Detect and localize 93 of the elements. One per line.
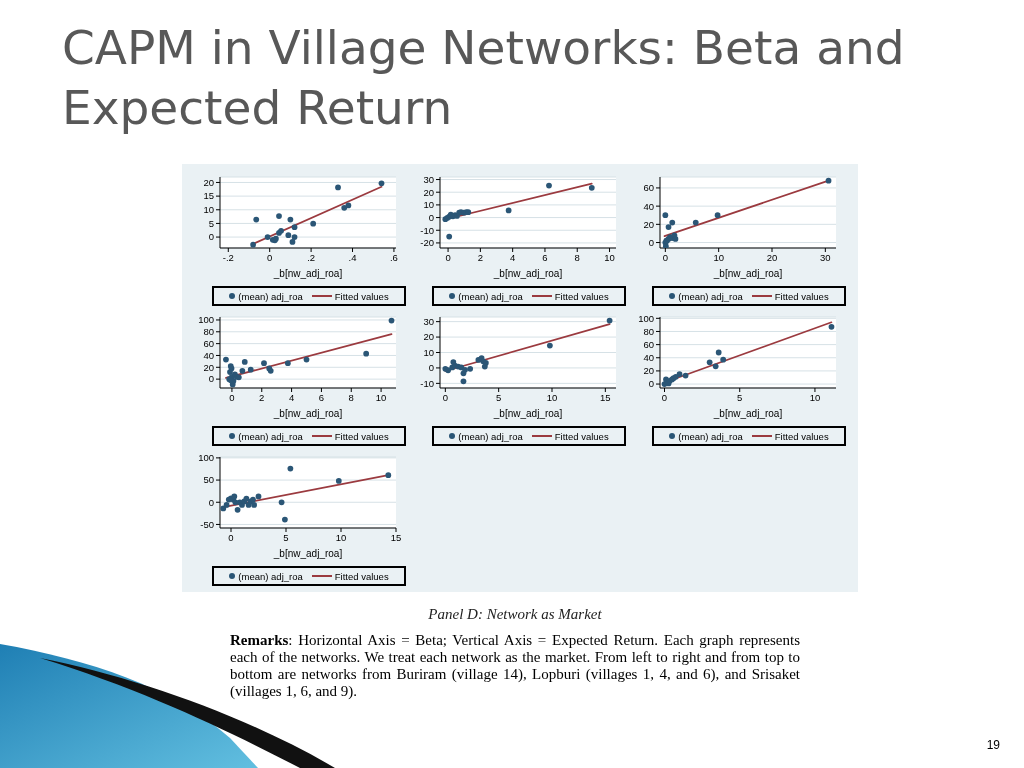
x-tick-label: 8 — [348, 391, 354, 403]
y-tick-label: -20 — [420, 237, 434, 249]
x-axis-title: _b[nw_adj_roa] — [272, 548, 343, 559]
x-tick-label: 10 — [809, 391, 821, 403]
x-tick-label: 10 — [546, 391, 558, 403]
x-axis-title: _b[nw_adj_roa] — [492, 268, 563, 279]
legend-label: Fitted values — [554, 430, 609, 442]
x-axis-title: _b[nw_adj_roa] — [492, 408, 563, 419]
y-tick-label: -50 — [200, 518, 214, 530]
y-tick-label: 20 — [203, 361, 214, 373]
y-tick-label: 15 — [203, 190, 214, 202]
legend-label: Fitted values — [334, 570, 389, 582]
x-axis-title: _b[nw_adj_roa] — [272, 408, 343, 419]
y-tick-label: 60 — [643, 338, 654, 350]
legend-label: (mean) adj_roa — [458, 290, 523, 302]
legend-label: Fitted values — [554, 290, 609, 302]
y-tick-label: 30 — [423, 173, 434, 185]
text: Remarks: Horizontal Axis = Beta; Vertical Axis = Expected Return. Each graph represents each of the networks. We treat each network as the market. From left to right and from top to bottom are networks from Buriram (village 14), Lopburi (villages 1, 4, and 6), and Srisaket (villages 1, 6, and 9). — [230, 632, 800, 700]
y-tick-label: 0 — [648, 236, 654, 248]
x-tick-label: 20 — [766, 251, 778, 263]
y-tick-label: 100 — [198, 452, 214, 464]
y-tick-label: 30 — [423, 316, 434, 327]
y-tick-label: 20 — [643, 365, 654, 377]
x-axis-title: _b[nw_adj_roa] — [272, 268, 343, 279]
x-tick-label: .4 — [348, 251, 357, 263]
x-tick-label: 30 — [820, 251, 831, 263]
x-tick-label: 0 — [442, 391, 448, 403]
y-tick-label: 10 — [203, 204, 214, 216]
text: Panel D: Network as Market — [427, 606, 603, 623]
y-tick-label: 0 — [208, 231, 214, 243]
x-tick-label: 15 — [600, 391, 611, 403]
x-tick-label: 15 — [390, 531, 402, 543]
text: 19 — [985, 738, 1000, 752]
y-tick-label: 0 — [428, 362, 434, 374]
x-tick-label: 8 — [574, 251, 580, 263]
legend-label: (mean) adj_roa — [678, 290, 743, 302]
y-tick-label: 100 — [638, 312, 654, 324]
x-tick-label: 0 — [445, 251, 451, 263]
legend-label: (mean) adj_roa — [678, 430, 743, 442]
y-tick-label: 80 — [203, 326, 214, 338]
legend-label: Fitted values — [774, 290, 829, 302]
legend-label: (mean) adj_roa — [458, 430, 523, 442]
legend-label: (mean) adj_roa — [238, 570, 303, 582]
x-tick-label: 5 — [737, 391, 743, 403]
x-tick-label: 4 — [510, 251, 516, 263]
y-tick-label: 10 — [423, 199, 434, 211]
x-tick-label: 0 — [228, 531, 234, 543]
x-tick-label: 10 — [713, 251, 724, 263]
legend-label: Fitted values — [334, 290, 389, 302]
y-tick-label: -10 — [420, 377, 434, 389]
y-tick-label: 50 — [203, 474, 214, 486]
y-tick-label: 20 — [203, 176, 214, 188]
y-tick-label: 0 — [428, 211, 434, 223]
y-tick-label: 40 — [643, 352, 654, 364]
x-tick-label: -.2 — [222, 251, 234, 263]
x-tick-label: 6 — [318, 391, 325, 403]
x-tick-label: 2 — [477, 251, 484, 263]
legend-label: Fitted values — [334, 430, 389, 442]
x-tick-label: 10 — [375, 391, 387, 403]
y-tick-label: 0 — [208, 373, 214, 385]
legend-label: (mean) adj_roa — [238, 290, 303, 302]
y-tick-label: 80 — [643, 325, 654, 337]
x-tick-label: 0 — [229, 391, 235, 403]
y-tick-label: 60 — [643, 182, 654, 194]
y-tick-label: 40 — [203, 349, 214, 361]
x-tick-label: 0 — [267, 251, 273, 263]
y-tick-label: 10 — [423, 346, 434, 358]
x-tick-label: 0 — [662, 251, 668, 263]
y-tick-label: 20 — [643, 218, 654, 230]
y-tick-label: 0 — [208, 496, 214, 508]
x-tick-label: 5 — [496, 391, 502, 403]
legend-label: (mean) adj_roa — [238, 430, 303, 442]
y-tick-label: 40 — [643, 200, 654, 212]
y-tick-label: 60 — [203, 338, 214, 349]
x-tick-label: 2 — [259, 391, 265, 403]
x-axis-title: _b[nw_adj_roa] — [712, 408, 783, 419]
y-tick-label: 0 — [648, 378, 654, 390]
x-tick-label: 0 — [661, 391, 668, 403]
y-tick-label: 20 — [423, 186, 434, 198]
legend-label: Fitted values — [774, 430, 829, 442]
x-tick-label: 4 — [288, 391, 295, 403]
x-axis-title: _b[nw_adj_roa] — [712, 268, 783, 279]
x-tick-label: 10 — [335, 531, 347, 543]
x-tick-label: 5 — [283, 531, 289, 543]
x-tick-label: 6 — [542, 251, 548, 263]
x-tick-label: .6 — [389, 251, 398, 263]
y-tick-label: 20 — [423, 331, 434, 343]
text: CAPM in Village Networks: Beta and Expected Return — [62, 19, 906, 137]
x-tick-label: .2 — [307, 251, 316, 263]
x-tick-label: 10 — [604, 251, 615, 263]
y-tick-label: 100 — [198, 314, 214, 326]
y-tick-label: -10 — [420, 224, 434, 236]
y-tick-label: 5 — [208, 217, 214, 229]
